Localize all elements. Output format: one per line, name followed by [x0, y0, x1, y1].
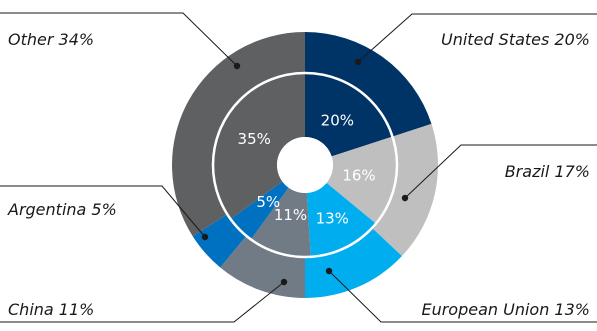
inner-label-united-states: 20%: [321, 112, 354, 130]
outer-ring: [172, 32, 438, 298]
inner-label-china: 11%: [274, 206, 307, 224]
inner-slice-china: [250, 187, 311, 257]
inner-slice-argentina: [230, 181, 289, 240]
external-labels: United States 20% Brazil 17% European Unio…: [7, 30, 590, 319]
inner-label-argentina: 5%: [256, 193, 280, 211]
leader-dot-brazil: [401, 194, 409, 202]
center-hole: [277, 137, 333, 193]
leader-line-china: [0, 281, 285, 323]
leader-line-european-union: [328, 270, 597, 323]
leader-line-other: [0, 12, 238, 67]
outer-slice-brazil: [372, 123, 438, 257]
outer-label-argentina: Argentina 5%: [7, 200, 117, 219]
leader-line-united-states: [357, 13, 597, 63]
inner-slice-brazil: [326, 136, 397, 224]
leader-dot-other: [233, 62, 241, 70]
inner-label-european-union: 13%: [316, 209, 349, 227]
inner-slice-other: [213, 73, 305, 220]
leader-lines: [0, 12, 597, 323]
outer-label-european-union: European Union 13%: [421, 300, 590, 319]
outer-label-other: Other 34%: [8, 30, 94, 49]
outer-slice-argentina: [192, 214, 247, 268]
inner-label-brazil: 16%: [342, 166, 375, 184]
inner-slice-united-states: [305, 73, 393, 157]
ring-separator: [211, 71, 399, 259]
leader-dot-china: [280, 278, 288, 286]
outer-label-china: China 11%: [8, 300, 94, 319]
inner-labels: 20% 16% 13% 11%5% 35%: [238, 112, 376, 228]
outer-slice-other: [172, 32, 305, 237]
leader-line-brazil: [404, 144, 597, 199]
outer-slice-european-union: [305, 227, 402, 298]
ring-separators: [211, 71, 399, 259]
leader-dot-united-states: [354, 58, 362, 66]
leader-line-argentina: [0, 185, 206, 238]
outer-slice-united-states: [305, 32, 432, 137]
leader-dot-european-union: [325, 267, 333, 275]
inner-label-other: 35%: [238, 130, 271, 148]
outer-label-brazil: Brazil 17%: [505, 162, 590, 181]
inner-ring: [213, 73, 397, 257]
outer-label-united-states: United States 20%: [441, 30, 590, 49]
leader-dot-argentina: [201, 233, 209, 241]
